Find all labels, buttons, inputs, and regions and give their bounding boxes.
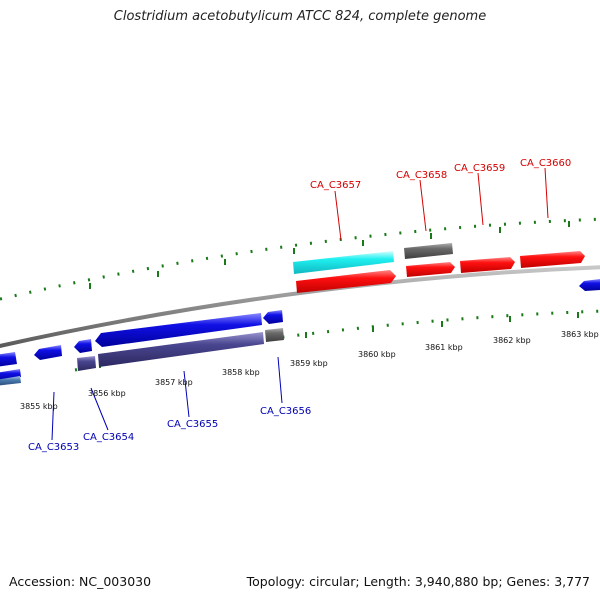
gene-slate-2-feature[interactable] (98, 332, 264, 367)
scale-label-3857: 3857 kbp (155, 378, 193, 387)
genome-summary-text: Topology: circular; Length: 3,940,880 bp… (246, 574, 590, 589)
gene-ca-c3656-feature[interactable] (263, 310, 283, 324)
gene-right-edge-feature[interactable] (579, 279, 600, 291)
gene-slate-1-feature[interactable] (77, 356, 96, 371)
forward-tick-track (0, 217, 600, 301)
gene-red-2-feature[interactable] (406, 262, 455, 277)
gene-label-ca-c3653[interactable]: CA_C3653 (28, 442, 79, 453)
gene-ca-c3658-feature[interactable] (404, 243, 453, 259)
scale-label-3863: 3863 kbp (561, 330, 599, 339)
scale-label-3859: 3859 kbp (290, 359, 328, 368)
scale-label-3858: 3858 kbp (222, 368, 260, 377)
bottom-leader-lines (51, 356, 283, 441)
gene-gray-bottom-feature[interactable] (265, 328, 284, 342)
major-ticks-top (89, 221, 570, 289)
accession-text: Accession: NC_003030 (9, 574, 152, 589)
scale-label-3862: 3862 kbp (493, 336, 531, 345)
top-leader-lines (334, 167, 549, 241)
gene-label-ca-c3654[interactable]: CA_C3654 (83, 432, 134, 443)
gene-ca-c3655-feature[interactable] (95, 313, 262, 347)
gene-ca-c3653-feature[interactable] (34, 345, 62, 360)
gene-ca-c3660-feature[interactable] (520, 251, 585, 268)
gene-ca-c3659-feature[interactable] (460, 257, 515, 273)
scale-label-3861: 3861 kbp (425, 343, 463, 352)
gene-ca-c3654-feature[interactable] (74, 339, 92, 353)
map-title: Clostridium acetobutylicum ATCC 824, com… (113, 9, 487, 24)
gene-label-ca-c3660[interactable]: CA_C3660 (520, 158, 571, 169)
scale-label-3860: 3860 kbp (358, 350, 396, 359)
gene-left-edge-steel-feature[interactable] (0, 376, 21, 386)
gene-label-ca-c3659[interactable]: CA_C3659 (454, 163, 505, 174)
gene-label-ca-c3657[interactable]: CA_C3657 (310, 180, 361, 191)
gene-label-ca-c3656[interactable]: CA_C3656 (260, 406, 311, 417)
scale-label-3856: 3856 kbp (88, 389, 126, 398)
gene-ca-c3657-feature[interactable] (293, 251, 394, 274)
scale-label-3855: 3855 kbp (20, 402, 58, 411)
genome-backbone (0, 265, 600, 348)
gene-label-ca-c3655[interactable]: CA_C3655 (167, 419, 218, 430)
gene-left-edge-feature[interactable] (0, 352, 17, 367)
gene-red-1-feature[interactable] (296, 270, 396, 293)
gene-label-ca-c3658[interactable]: CA_C3658 (396, 170, 447, 181)
